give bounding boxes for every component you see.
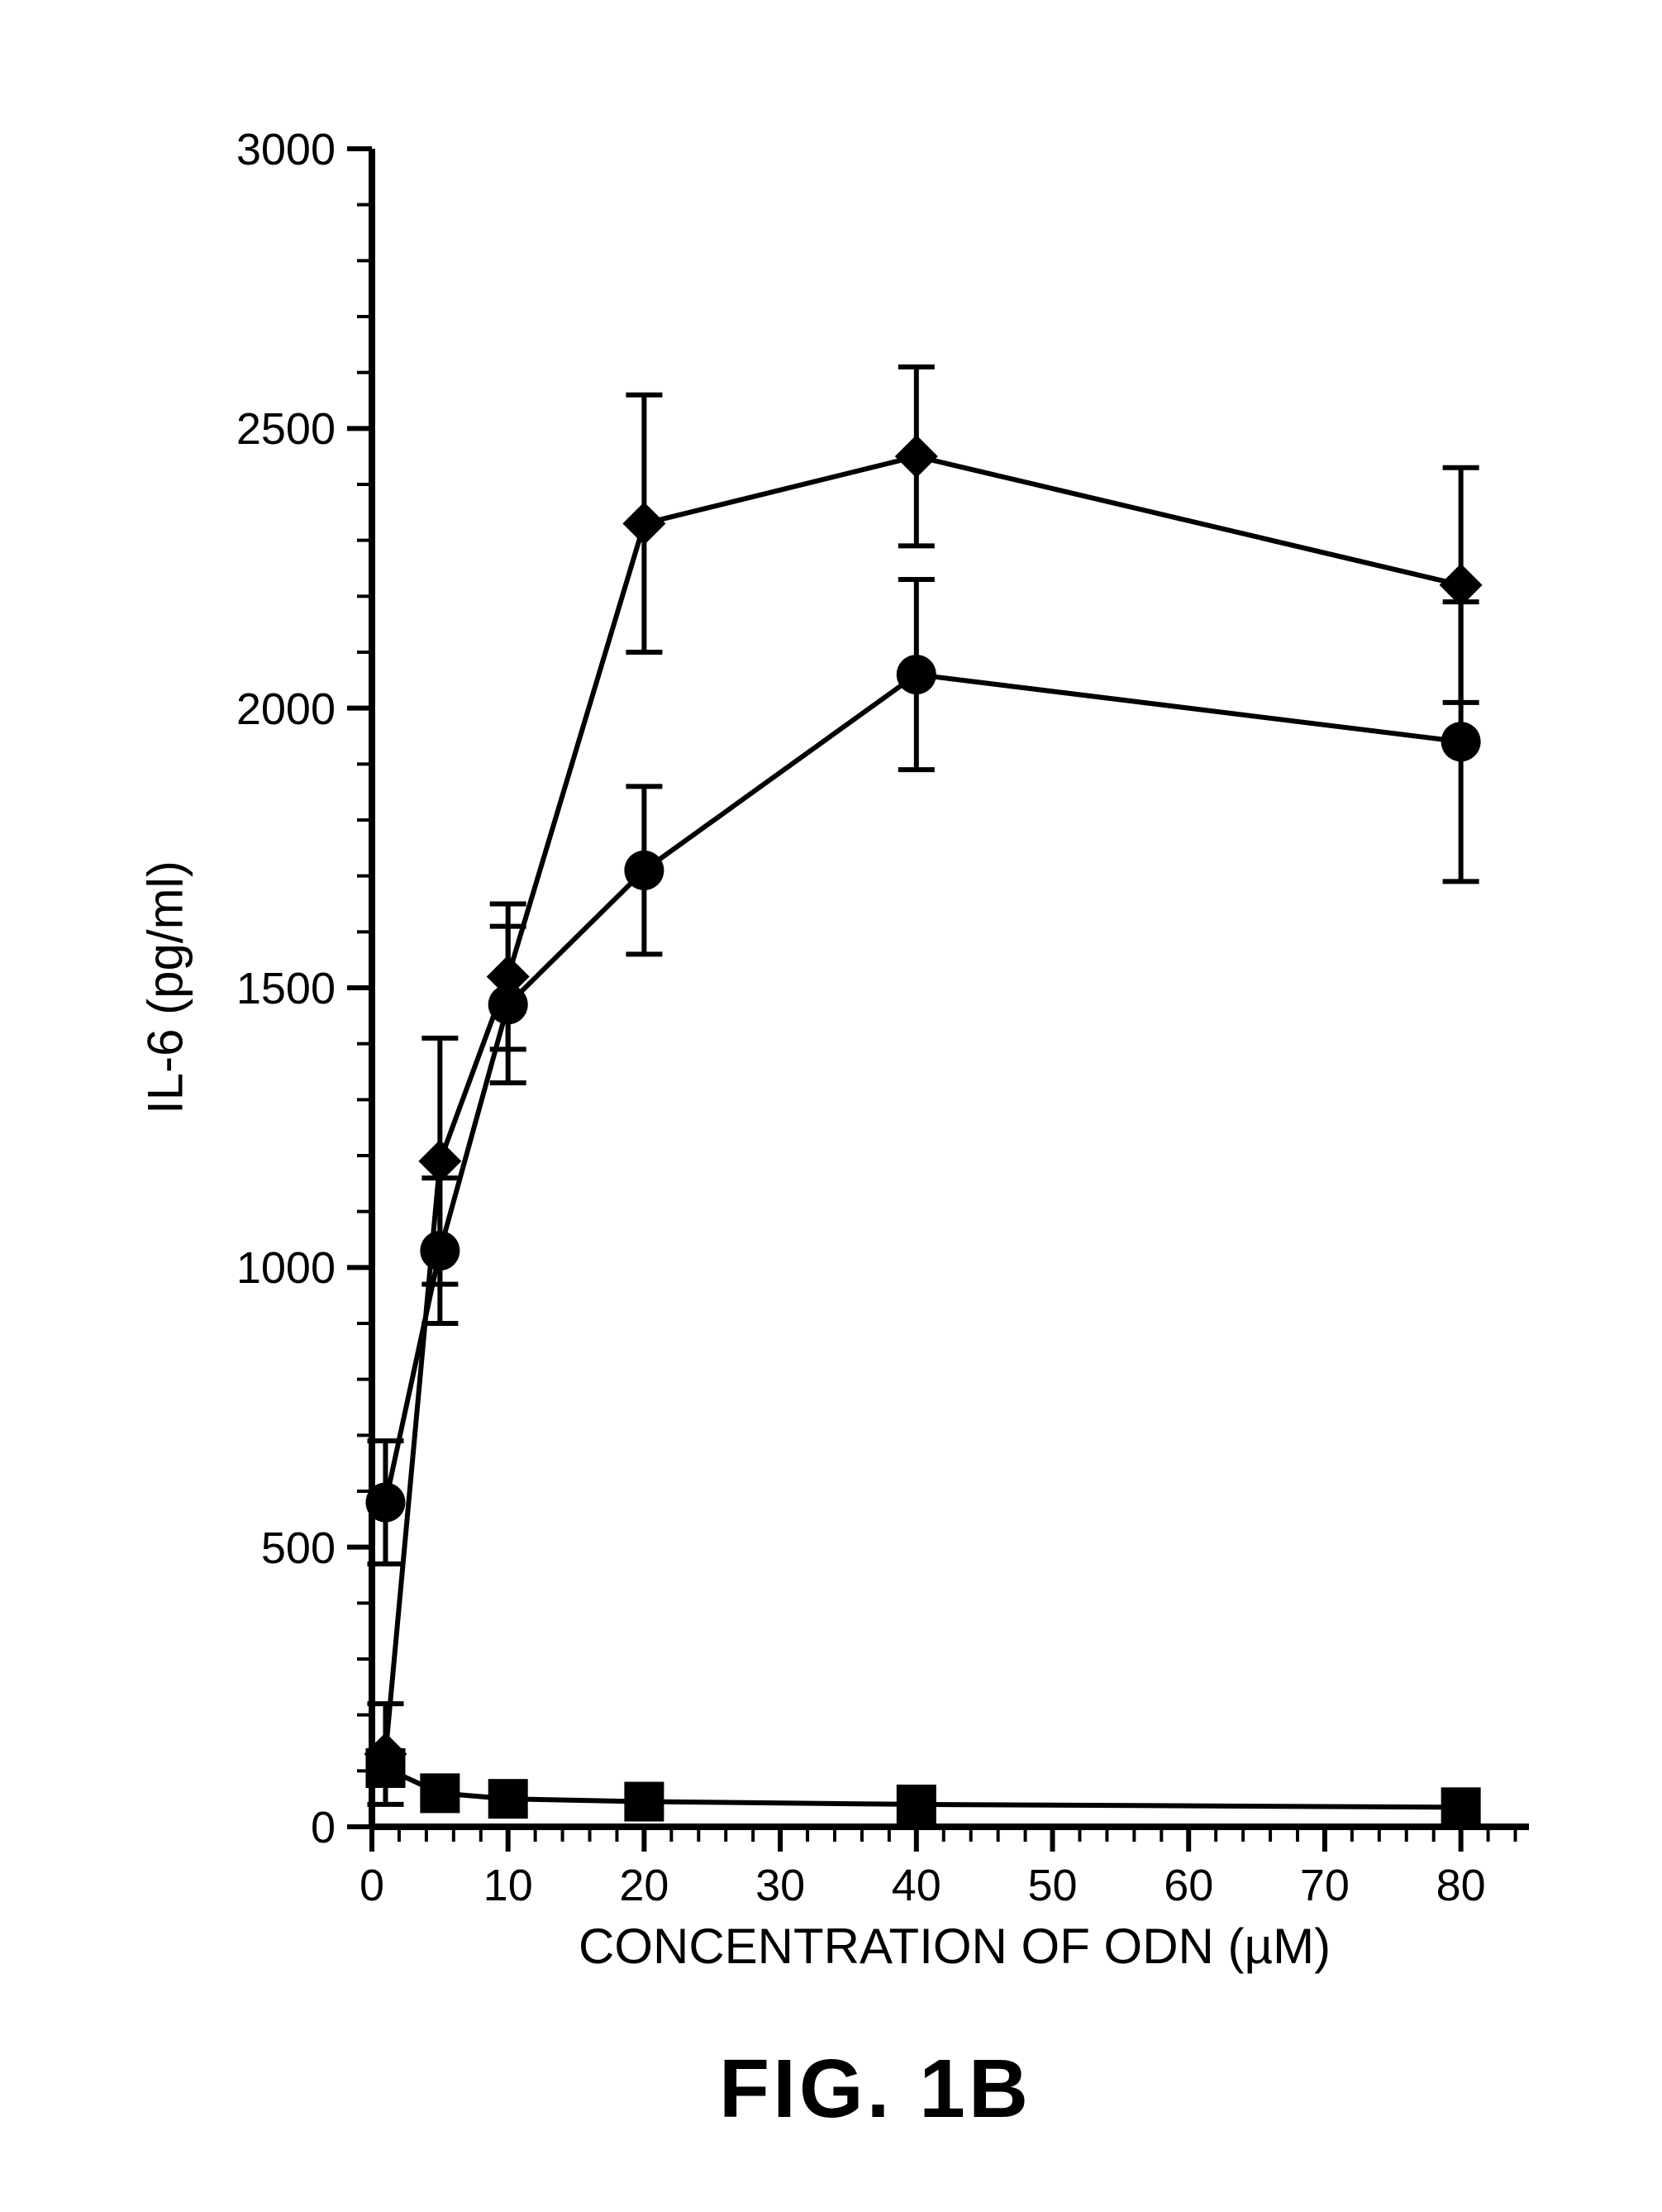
x-tick-label: 70 [1292,1860,1358,1911]
x-tick-label: 30 [747,1860,813,1911]
marker-square [897,1785,936,1824]
y-tick-label: 1000 [236,1242,336,1294]
marker-circle [365,1483,405,1523]
marker-square [365,1748,405,1788]
marker-diamond [622,502,665,545]
marker-square [624,1782,664,1822]
y-tick-label: 2500 [236,403,336,455]
series-diamond [385,456,1460,1754]
axes [372,149,1529,1827]
figure-page: IL-6 (pg/ml) CONCENTRATION OF ODN (µM) F… [0,0,1662,2212]
x-tick-label: 10 [475,1860,541,1911]
error-bars [367,367,1479,1804]
y-tick-label: 3000 [236,124,336,175]
marker-square [420,1773,460,1813]
y-tick-label: 2000 [236,684,336,735]
marker-square [1441,1787,1481,1827]
marker-diamond [895,435,938,478]
x-tick-label: 20 [611,1860,677,1911]
series-circle [385,675,1460,1502]
x-tick-label: 50 [1020,1860,1086,1911]
y-tick-label: 500 [261,1523,336,1574]
x-tick-label: 0 [339,1860,405,1911]
figure-caption: FIG. 1B [719,2042,1031,2137]
y-tick-label: 1500 [236,963,336,1014]
marker-circle [420,1231,460,1270]
marker-circle [488,984,528,1024]
marker-circle [1441,722,1481,761]
chart [0,0,1662,2212]
x-tick-label: 40 [883,1860,950,1911]
y-axis-title: IL-6 (pg/ml) [137,781,194,1194]
x-tick-label: 80 [1428,1860,1494,1911]
marker-circle [624,851,664,890]
x-tick-label: 60 [1155,1860,1221,1911]
marker-circle [897,655,936,694]
y-tick-label: 0 [311,1802,336,1853]
marker-square [488,1779,528,1819]
x-axis-title: CONCENTRATION OF ODN (µM) [579,1918,1331,1975]
series-markers [364,435,1482,1827]
